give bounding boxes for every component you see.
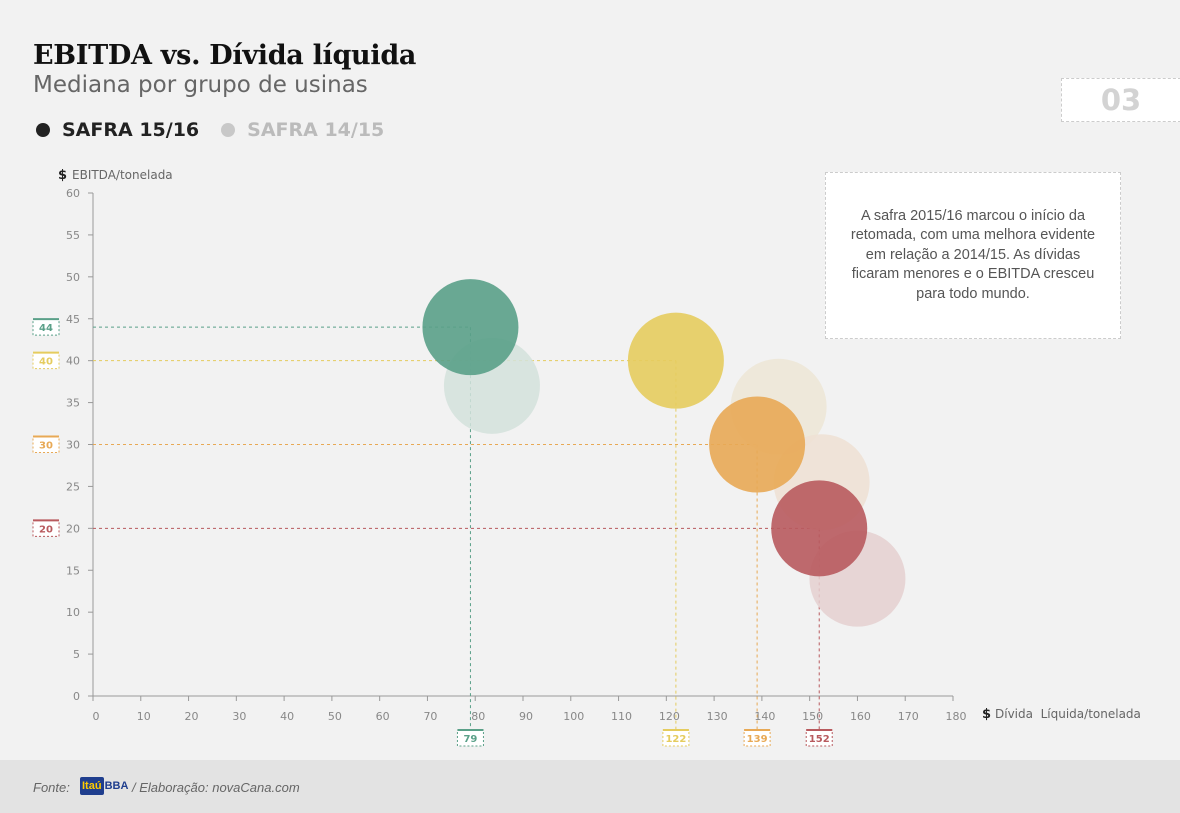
x-tick-label: 50 bbox=[328, 710, 342, 723]
x-tick-label: 60 bbox=[376, 710, 390, 723]
x-tick-label: 160 bbox=[850, 710, 871, 723]
logo-mark: Itaú bbox=[80, 777, 104, 795]
x-tick-label: 70 bbox=[423, 710, 437, 723]
x-marker-label: 152 bbox=[809, 734, 830, 745]
x-tick-label: 40 bbox=[280, 710, 294, 723]
logo-suffix: BBA bbox=[104, 780, 129, 792]
itau-bba-logo: Itaú BBA bbox=[80, 773, 128, 799]
bubble-safra-1516 bbox=[709, 396, 806, 493]
x-tick-label: 0 bbox=[93, 710, 100, 723]
x-tick-label: 130 bbox=[707, 710, 728, 723]
chart-title: EBITDA vs. Dívida líquida bbox=[33, 40, 417, 71]
y-tick-label: 45 bbox=[66, 313, 80, 326]
bubble-safra-1516 bbox=[422, 279, 519, 376]
x-tick-label: 110 bbox=[611, 710, 632, 723]
x-tick-label: 100 bbox=[563, 710, 584, 723]
y-tick-label: 35 bbox=[66, 397, 80, 410]
y-tick-label: 25 bbox=[66, 480, 80, 493]
source-label: Fonte: bbox=[33, 780, 70, 795]
y-marker-label: 44 bbox=[39, 323, 53, 334]
footer: Fonte: Itaú BBA / Elaboração: novaCana.co… bbox=[0, 760, 1180, 813]
y-tick-label: 50 bbox=[66, 271, 80, 284]
y-marker-label: 40 bbox=[39, 357, 53, 368]
legend-dot-safra-1516 bbox=[36, 123, 50, 137]
x-tick-label: 20 bbox=[185, 710, 199, 723]
x-marker-label: 139 bbox=[747, 734, 768, 745]
annotation-box: A safra 2015/16 marcou o início da retom… bbox=[825, 172, 1121, 339]
x-axis-symbol: $ bbox=[982, 707, 991, 722]
y-marker-label: 20 bbox=[39, 524, 53, 535]
y-axis-symbol: $ bbox=[58, 168, 67, 183]
x-marker-label: 79 bbox=[463, 734, 477, 745]
x-tick-label: 140 bbox=[754, 710, 775, 723]
x-axis-label: Dívida Líquida/tonelada bbox=[995, 707, 1141, 721]
y-marker-label: 30 bbox=[39, 441, 53, 452]
x-tick-label: 150 bbox=[802, 710, 823, 723]
y-tick-label: 30 bbox=[66, 439, 80, 452]
legend-dot-safra-1415 bbox=[221, 123, 236, 137]
credit-text: / Elaboração: novaCana.com bbox=[132, 780, 300, 795]
y-tick-label: 5 bbox=[73, 648, 80, 661]
scatter-chart: 0 5 10 15 20 25 30 35 40 45 50 55 60 0 10 20 30 40 50 60 70 8… bbox=[32, 168, 1141, 747]
y-tick-label: 0 bbox=[73, 690, 80, 703]
legend-label-safra-1516: SAFRA 15/16 bbox=[62, 119, 200, 141]
legend: SAFRA 15/16 SAFRA 14/15 bbox=[36, 119, 406, 141]
x-tick-label: 170 bbox=[898, 710, 919, 723]
x-tick-label: 10 bbox=[137, 710, 151, 723]
bubble-safra-1516 bbox=[627, 312, 724, 409]
y-tick-label: 60 bbox=[66, 187, 80, 200]
x-tick-label: 90 bbox=[519, 710, 533, 723]
x-tick-label: 80 bbox=[471, 710, 485, 723]
chart-subtitle: Mediana por grupo de usinas bbox=[33, 72, 368, 98]
y-tick-label: 55 bbox=[66, 229, 80, 242]
legend-label-safra-1415: SAFRA 14/15 bbox=[247, 119, 385, 141]
x-marker-label: 122 bbox=[665, 734, 686, 745]
x-tick-label: 30 bbox=[232, 710, 246, 723]
y-tick-label: 15 bbox=[66, 564, 80, 577]
x-tick-label: 180 bbox=[946, 710, 967, 723]
bubble-safra-1516 bbox=[771, 480, 868, 577]
page-number: 03 bbox=[1061, 78, 1180, 122]
y-axis-label: EBITDA/tonelada bbox=[72, 168, 173, 182]
y-tick-label: 20 bbox=[66, 522, 80, 535]
y-tick-label: 40 bbox=[66, 355, 80, 368]
x-tick-label: 120 bbox=[659, 710, 680, 723]
y-tick-label: 10 bbox=[66, 606, 80, 619]
